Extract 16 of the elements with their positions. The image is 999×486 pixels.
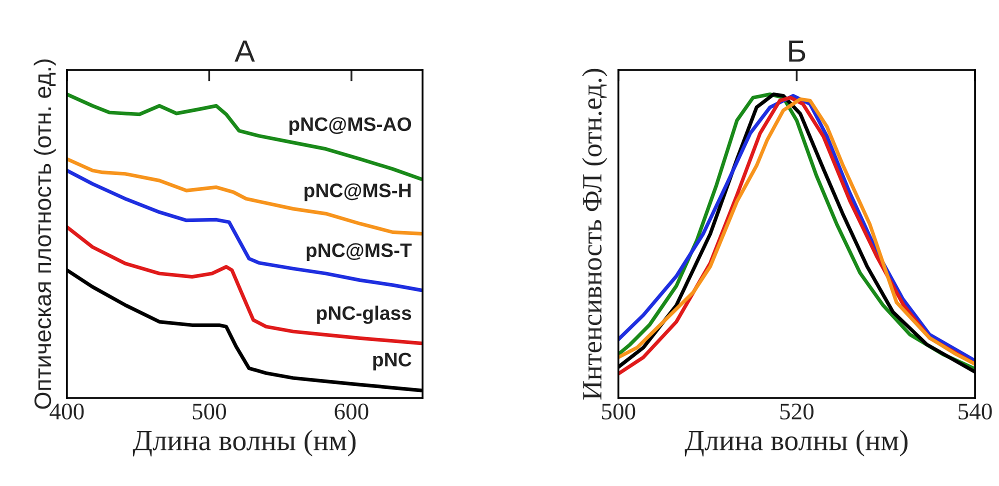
chart-title: Б [789,40,806,62]
x-axis-title: Длина волны (нм) [684,430,908,456]
x-tick-label: 500 [192,404,226,420]
series-label: pNC@MS-H [304,183,411,202]
y-axis-title: Интенсивность ФЛ (отн.ед.) [582,68,608,400]
x-tick-label: 520 [780,404,814,420]
x-axis-title: Длина волны (нм) [132,430,356,456]
chart-title: А [234,40,255,62]
x-tick-label: 500 [602,404,636,420]
x-tick-label: 540 [958,404,992,420]
x-tick-label: 400 [50,404,84,420]
series-label: pNC-glass [317,306,412,324]
x-tick-label: 600 [334,404,368,420]
series-label: pNC@MS-AO [289,117,412,135]
series-label: pNC@MS-T [306,243,412,261]
series-label: pNC [373,352,412,370]
